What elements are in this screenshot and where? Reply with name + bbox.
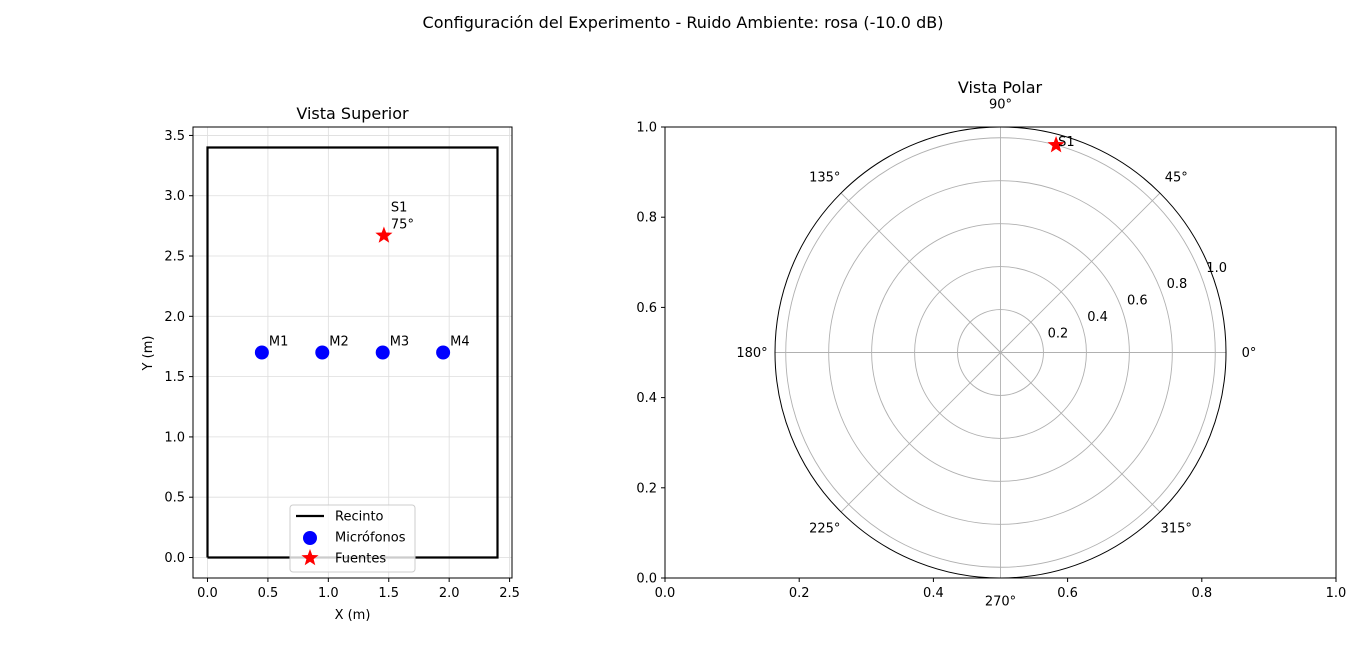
polar-radial-label: 0.8 — [1167, 277, 1188, 292]
polar-view-title: Vista Polar — [958, 78, 1043, 97]
microphone-point — [315, 345, 330, 360]
polar-radial-label: 0.6 — [1127, 294, 1148, 309]
polar-source-label: S1 — [1058, 135, 1075, 150]
x-tick-label: 0.6 — [1057, 586, 1078, 601]
x-tick-label: 0.4 — [923, 586, 944, 601]
polar-angle-label: 315° — [1161, 522, 1192, 537]
polar-view-polar-grid: 0.20.40.60.81.00°45°90°135°180°225°270°3… — [736, 98, 1256, 610]
polar-angle-label: 180° — [736, 346, 767, 361]
x-tick-label: 0.0 — [197, 586, 218, 601]
source-label-line: S1 — [391, 201, 408, 216]
microphone-label: M3 — [390, 335, 410, 350]
polar-angular-grid-line — [840, 192, 1001, 353]
polar-source-point — [1047, 136, 1065, 153]
x-tick-label: 0.8 — [1191, 586, 1212, 601]
polar-angle-label: 45° — [1165, 170, 1188, 185]
polar-view-chart: Vista Polar 0.0 0.2 0.4 0.6 0.8 1.00.00.20.40… — [636, 78, 1346, 610]
y-tick-label: 1.0 — [636, 121, 657, 136]
polar-angle-label: 270° — [985, 595, 1016, 610]
y-tick-label: 3.5 — [164, 129, 185, 144]
x-tick-label: 0.5 — [258, 586, 279, 601]
x-tick-label: 2.0 — [439, 586, 460, 601]
y-tick-label: 1.0 — [164, 430, 185, 445]
top-view-legend: Recinto Micrófonos Fuentes — [289, 504, 416, 573]
source-label: S1 75° — [391, 201, 414, 233]
microphone-point — [254, 345, 269, 360]
y-tick-label: 2.5 — [164, 250, 185, 265]
y-tick-label: 0.5 — [164, 491, 185, 506]
x-tick-label: 0.2 — [789, 586, 810, 601]
x-tick-label: 1.0 — [318, 586, 339, 601]
legend-box — [289, 504, 416, 573]
y-tick-label: 0.6 — [636, 301, 657, 316]
legend-swatch-star — [301, 549, 319, 566]
top-view-axes-frame — [192, 126, 513, 579]
polar-angle-label: 0° — [1242, 346, 1257, 361]
legend-label: Micrófonos — [335, 531, 406, 546]
y-tick-label: 0.0 — [636, 572, 657, 587]
y-tick-label: 3.0 — [164, 189, 185, 204]
y-tick-label: 2.0 — [164, 310, 185, 325]
microphone-point — [436, 345, 451, 360]
polar-view-cartesian-ticks: 0.0 0.2 0.4 0.6 0.8 1.0 0.0 0.2 0.4 0.6 0.8 1.0 — [636, 121, 1346, 602]
top-view-ticks: 0.0 0.5 1.0 1.5 2.0 2.5 0.0 0.5 1.0 1.5 2.0 2.5 3.0 3… — [164, 129, 520, 601]
microphone-label: M2 — [329, 335, 349, 350]
legend-label: Fuentes — [335, 552, 386, 567]
polar-angular-grid-line — [840, 352, 1001, 513]
polar-angular-grid-line — [1000, 352, 1161, 513]
legend-label: Recinto — [335, 510, 384, 525]
legend-swatch-circle — [303, 531, 317, 545]
polar-radial-label: 0.4 — [1087, 310, 1108, 325]
y-tick-label: 0.4 — [636, 391, 657, 406]
y-tick-label: 0.8 — [636, 211, 657, 226]
y-tick-label: 0.2 — [636, 481, 657, 496]
polar-angular-grid-line — [1000, 192, 1161, 353]
top-view-ylabel: Y (m) — [141, 336, 156, 372]
x-tick-label: 1.5 — [378, 586, 399, 601]
figure-suptitle: Configuración del Experimento - Ruido Am… — [423, 13, 944, 32]
top-view-title: Vista Superior — [296, 104, 409, 123]
source-point — [375, 226, 393, 243]
microphone-label: M1 — [269, 335, 289, 350]
microphone-label: M4 — [450, 335, 470, 350]
y-tick-label: 1.5 — [164, 370, 185, 385]
top-view-chart: Vista Superior X (m) Y (m) 0.0 0.5 1.0 1.5 2… — [141, 104, 520, 623]
polar-angle-label: 90° — [989, 98, 1012, 113]
polar-angle-label: 135° — [809, 170, 840, 185]
x-tick-label: 0.0 — [655, 586, 676, 601]
polar-angle-label: 225° — [809, 522, 840, 537]
polar-radial-label: 0.2 — [1048, 327, 1069, 342]
x-tick-label: 1.0 — [1326, 586, 1347, 601]
source-label-line: 75° — [391, 218, 414, 233]
polar-view-axes-frame — [664, 126, 1337, 579]
top-view-xlabel: X (m) — [335, 608, 371, 623]
room-outline — [206, 146, 499, 559]
polar-view-marks: S1 — [1047, 135, 1075, 153]
microphone-point — [375, 345, 390, 360]
y-tick-label: 0.0 — [164, 551, 185, 566]
x-tick-label: 2.5 — [499, 586, 520, 601]
